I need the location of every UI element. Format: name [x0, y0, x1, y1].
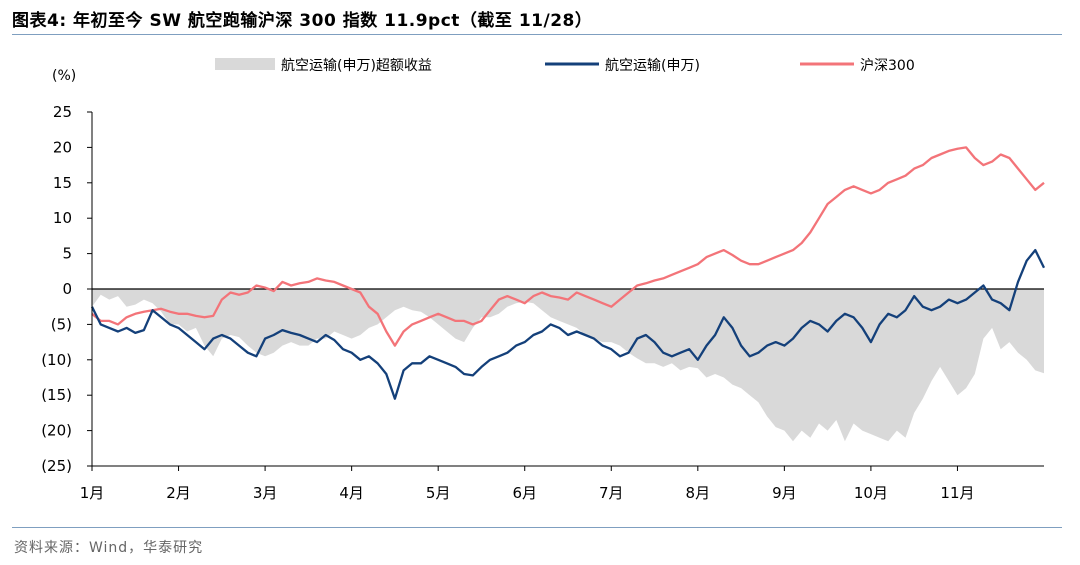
y-tick-label: 15 — [53, 174, 72, 192]
x-tick-label: 7月 — [599, 484, 624, 502]
x-tick-label: 1月 — [80, 484, 105, 502]
legend-swatch-excess — [215, 58, 275, 70]
legend-label-airline: 航空运输(申万) — [605, 58, 700, 74]
x-tick-label: 4月 — [339, 484, 364, 502]
source-divider — [12, 527, 1062, 528]
x-tick-label: 8月 — [686, 484, 711, 502]
legend-label-csi300: 沪深300 — [860, 58, 915, 74]
series-area-excess — [92, 289, 1044, 442]
x-tick-label: 3月 — [253, 484, 278, 502]
x-tick-label: 9月 — [772, 484, 797, 502]
x-tick-label: 10月 — [854, 484, 888, 502]
y-tick-label: 5 — [62, 245, 72, 263]
y-tick-label: 20 — [53, 138, 72, 156]
y-tick-label: (10) — [41, 351, 72, 369]
y-tick-label: (25) — [41, 457, 72, 475]
legend-label-excess: 航空运输(申万)超额收益 — [281, 58, 432, 74]
y-tick-label: (15) — [41, 386, 72, 404]
y-tick-label: 10 — [53, 209, 72, 227]
x-tick-label: 5月 — [426, 484, 451, 502]
series-line-csi300 — [91, 146, 1045, 347]
source-note: 资料来源：Wind，华泰研究 — [14, 540, 204, 556]
series-line-airline — [90, 248, 1046, 400]
title-divider — [12, 34, 1062, 35]
x-tick-label: 6月 — [512, 484, 537, 502]
plot-area — [90, 146, 1046, 442]
x-tick-label: 2月 — [166, 484, 191, 502]
y-tick-label: (5) — [51, 315, 72, 333]
y-tick-label: (20) — [41, 422, 72, 440]
y-axis-unit-label: (%) — [52, 68, 76, 84]
y-tick-label: 25 — [53, 103, 72, 121]
axes: 25 20 15 10 5 0 (5) (10) (15) (20) (25) 1月 2月 3月 4月 5月… — [41, 103, 1044, 502]
legend: 航空运输(申万)超额收益 航空运输(申万) 沪深300 — [215, 58, 915, 74]
figure-title: 图表4: 年初至今 SW 航空跑输沪深 300 指数 11.9pct（截至 11… — [12, 11, 593, 31]
y-tick-label: 0 — [62, 280, 72, 298]
x-tick-label: 11月 — [940, 484, 974, 502]
